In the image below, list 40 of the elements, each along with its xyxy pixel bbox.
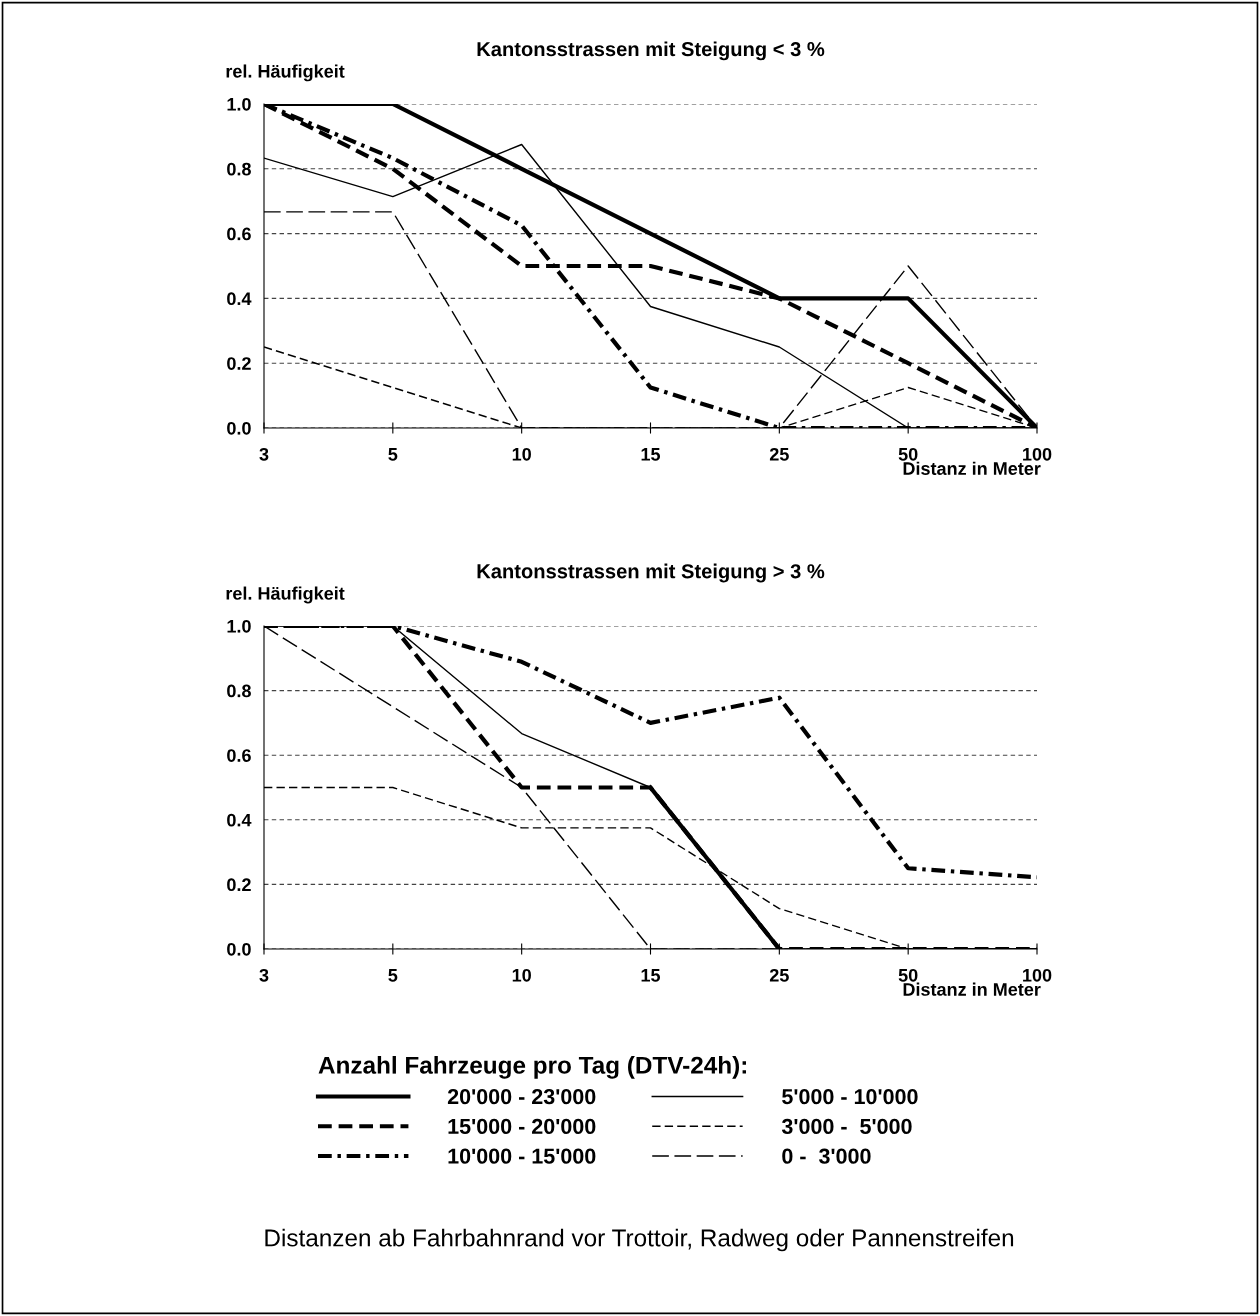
y-tick-label: 0.8 xyxy=(227,684,251,698)
y-tick-label: 0.6 xyxy=(227,749,251,762)
y-tick-label: 0.8 xyxy=(227,162,251,176)
chart-title: Kantonsstrassen mit Steigung < 3 % xyxy=(477,41,825,61)
legend-label: 3'000 - 5'000 xyxy=(781,1118,912,1135)
legend-label: 20'000 - 23'000 xyxy=(447,1089,596,1105)
x-axis-title: Distanz in Meter xyxy=(903,982,1041,996)
y-tick-label: 1.0 xyxy=(227,97,251,111)
legend-label: 5'000 - 10'000 xyxy=(782,1089,918,1105)
x-axis-title: Distanz in Meter xyxy=(903,461,1041,475)
x-tick-label: 5 xyxy=(388,448,398,461)
y-axis-title: rel. Häufigkeit xyxy=(226,586,345,604)
y-axis-title: rel. Häufigkeit xyxy=(226,64,345,82)
x-tick-label: 5 xyxy=(388,969,398,982)
y-tick-label: 0.4 xyxy=(227,813,252,827)
y-tick-label: 0.4 xyxy=(227,292,252,306)
x-tick-label: 3 xyxy=(259,447,269,461)
legend-label: 15'000 - 20'000 xyxy=(448,1118,596,1135)
x-tick-label: 3 xyxy=(259,968,269,982)
x-tick-label: 100 xyxy=(1023,968,1052,982)
x-tick-label: 25 xyxy=(769,968,789,982)
x-tick-label: 50 xyxy=(898,968,918,982)
x-tick-label: 10 xyxy=(512,968,531,982)
y-tick-label: 1.0 xyxy=(227,619,251,633)
x-tick-label: 50 xyxy=(898,447,918,461)
x-tick-label: 25 xyxy=(769,447,789,461)
text: Distanzen ab Fahrbahnrand vor Trottoir, Radweg oder Pannenstreifen xyxy=(265,1228,1014,1252)
x-tick-label: 15 xyxy=(641,969,661,982)
chart-title: Kantonsstrassen mit Steigung > 3 % xyxy=(477,563,825,583)
legend-label: 0 - 3'000 xyxy=(782,1148,871,1164)
legend-label: 10'000 - 15'000 xyxy=(448,1148,596,1164)
y-tick-label: 0.2 xyxy=(227,357,251,370)
y-tick-label: 0.2 xyxy=(227,878,251,892)
x-tick-label: 100 xyxy=(1023,447,1052,461)
x-tick-label: 15 xyxy=(641,448,661,461)
x-tick-label: 10 xyxy=(512,447,531,461)
y-tick-label: 0.0 xyxy=(227,942,251,956)
y-tick-label: 0.0 xyxy=(227,421,251,435)
y-tick-label: 0.6 xyxy=(227,227,251,241)
legend-title: Anzahl Fahrzeuge pro Tag (DTV-24h): xyxy=(318,1056,746,1079)
